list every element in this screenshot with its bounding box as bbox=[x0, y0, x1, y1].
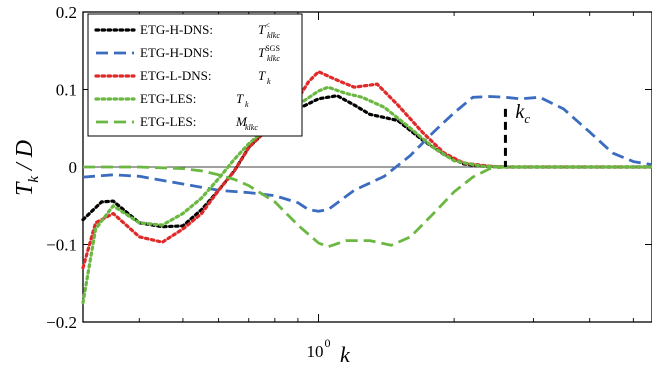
series-group bbox=[81, 70, 652, 305]
y-tick-label: 0.1 bbox=[56, 81, 77, 100]
legend-label-1: ETG-H-DNS: bbox=[140, 22, 213, 37]
legend-symbol-2: TSGS klkc bbox=[258, 44, 280, 63]
legend-symbol-sup: SGS bbox=[265, 44, 280, 53]
kc-label: kc bbox=[515, 101, 530, 126]
series-line-5 bbox=[83, 165, 652, 249]
legend-symbol-sub: klkc bbox=[267, 54, 280, 63]
y-tick-label: 0.2 bbox=[56, 3, 77, 22]
legend-symbol-sup: < bbox=[265, 21, 270, 30]
x-axis-label: k bbox=[340, 342, 351, 367]
y-tick-label: −0.2 bbox=[46, 313, 77, 332]
y-tick-label: −0.1 bbox=[46, 236, 77, 255]
cutoff-line: kc bbox=[503, 101, 530, 167]
legend-label-2: ETG-H-DNS: bbox=[140, 45, 213, 60]
axis-labels: kTk / D bbox=[12, 140, 351, 367]
y-label-rest: / D bbox=[12, 140, 38, 176]
y-tick-label: 0 bbox=[69, 158, 78, 177]
legend-label-3: ETG-L-DNS: bbox=[140, 68, 212, 83]
y-label-main: T bbox=[12, 181, 38, 196]
legend-label-4: ETG-LES: bbox=[140, 91, 196, 106]
series-line-2 bbox=[82, 95, 652, 213]
kc-subscript: c bbox=[524, 111, 530, 126]
legend-symbol-sub: klkc bbox=[267, 31, 280, 40]
legend-symbol-sub: klkc bbox=[245, 123, 258, 132]
legend-label-5: ETG-LES: bbox=[140, 114, 196, 129]
x-tick-label: 10 bbox=[307, 342, 324, 361]
x-tick-exponent: 0 bbox=[325, 336, 331, 350]
y-label-sub: k bbox=[26, 176, 42, 183]
legend-symbol-sub: k bbox=[267, 77, 271, 86]
y-axis-label: Tk / D bbox=[12, 140, 42, 196]
legend-symbol-sub: k bbox=[245, 100, 249, 109]
